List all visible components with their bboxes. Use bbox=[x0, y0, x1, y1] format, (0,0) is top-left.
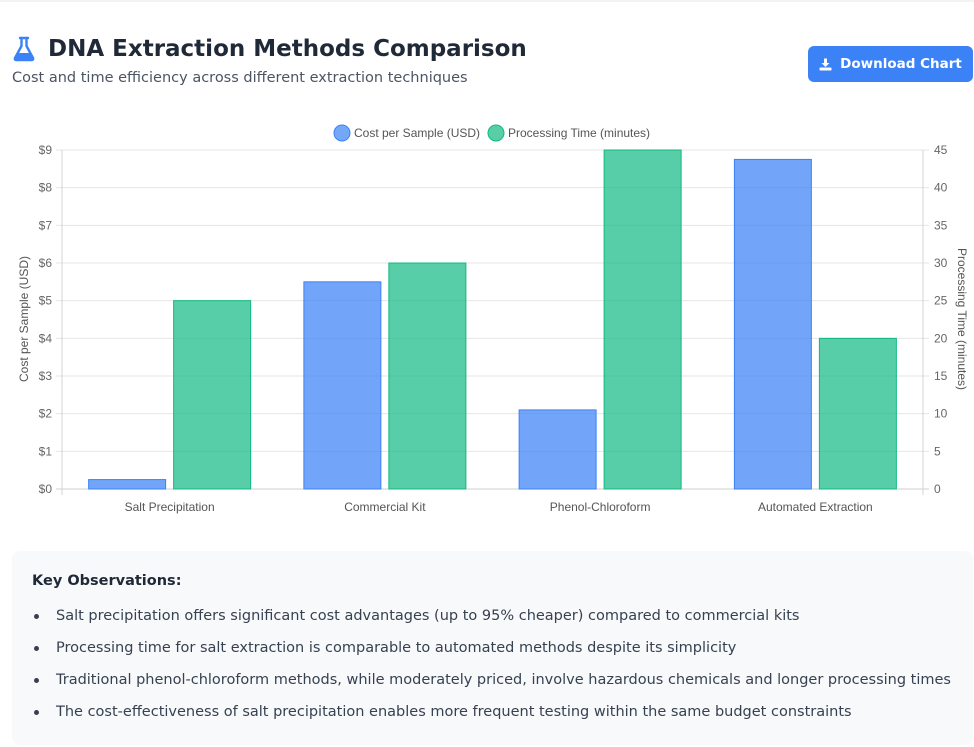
observation-text: Processing time for salt extraction is c… bbox=[56, 640, 737, 656]
download-chart-button[interactable]: Download Chart bbox=[808, 46, 973, 82]
legend-time-swatch[interactable] bbox=[487, 124, 505, 142]
y2-tick-label: 15 bbox=[934, 369, 948, 383]
bars bbox=[88, 149, 897, 490]
observation-item: Salt precipitation offers significant co… bbox=[32, 607, 953, 639]
x-tick-label: Phenol-Chloroform bbox=[550, 500, 651, 514]
y-tick-label: $8 bbox=[39, 181, 53, 195]
y2-tick-label: 25 bbox=[934, 294, 948, 308]
legend-cost-label[interactable]: Cost per Sample (USD) bbox=[354, 126, 480, 140]
y-tick-label: $6 bbox=[39, 256, 53, 270]
y-axis-title: Cost per Sample (USD) bbox=[17, 256, 31, 382]
y-tick-label: $0 bbox=[39, 482, 53, 496]
observations-title: Key Observations: bbox=[32, 573, 182, 589]
y-tick-label: $3 bbox=[39, 369, 53, 383]
time-bar[interactable] bbox=[173, 300, 252, 490]
cost-bar[interactable] bbox=[88, 479, 167, 490]
page-subtitle: Cost and time efficiency across differen… bbox=[12, 70, 468, 86]
y-tick-label: $5 bbox=[39, 294, 53, 308]
bullet bbox=[34, 678, 39, 683]
y2-axis-title: Processing Time (minutes) bbox=[955, 248, 969, 390]
x-tick-label: Salt Precipitation bbox=[125, 500, 215, 514]
y2-tick-label: 45 bbox=[934, 143, 948, 157]
y-tick-label: $1 bbox=[39, 444, 53, 458]
page-header: DNA Extraction Methods Comparison Cost a… bbox=[12, 36, 527, 86]
y2-tick-label: 10 bbox=[934, 407, 948, 421]
time-bar[interactable] bbox=[818, 337, 897, 490]
y2-tick-label: 35 bbox=[934, 218, 948, 232]
bullet bbox=[34, 646, 39, 651]
y-tick-label: $2 bbox=[39, 407, 53, 421]
observation-text: Salt precipitation offers significant co… bbox=[56, 608, 800, 624]
observations-list: Salt precipitation offers significant co… bbox=[32, 607, 953, 735]
cost-bar[interactable] bbox=[518, 409, 597, 490]
y-tick-label: $9 bbox=[39, 143, 53, 157]
y2-tick-label: 40 bbox=[934, 181, 948, 195]
bullet bbox=[34, 710, 39, 715]
key-observations-panel: Key Observations: Salt precipitation off… bbox=[12, 551, 973, 745]
download-chart-label: Download Chart bbox=[840, 56, 962, 72]
y2-tick-label: 20 bbox=[934, 331, 948, 345]
time-bar[interactable] bbox=[388, 262, 467, 490]
observation-text: Traditional phenol-chloroform methods, w… bbox=[56, 672, 951, 688]
y-tick-label: $4 bbox=[39, 331, 53, 345]
observation-item: Processing time for salt extraction is c… bbox=[32, 639, 953, 671]
title-row: DNA Extraction Methods Comparison bbox=[12, 36, 527, 62]
chart-legend[interactable]: Cost per Sample (USD) Processing Time (m… bbox=[333, 124, 650, 142]
cost-bar[interactable] bbox=[733, 158, 812, 490]
y2-tick-label: 0 bbox=[934, 482, 941, 496]
observation-item: The cost-effectiveness of salt precipita… bbox=[32, 703, 953, 735]
flask-icon bbox=[13, 36, 35, 62]
page-title: DNA Extraction Methods Comparison bbox=[48, 36, 527, 62]
y2-tick-label: 30 bbox=[934, 256, 948, 270]
x-tick-label: Automated Extraction bbox=[758, 500, 873, 514]
y2-tick-label: 5 bbox=[934, 444, 941, 458]
top-divider bbox=[0, 0, 974, 2]
x-tick-label: Commercial Kit bbox=[344, 500, 426, 514]
axes: $0 $1 $2 $3 $4 $5 $6 $7 $8 $9 0 5 10 15 20 25 30 35 40 45 Sa… bbox=[39, 143, 948, 514]
observation-item: Traditional phenol-chloroform methods, w… bbox=[32, 671, 953, 703]
legend-time-label[interactable]: Processing Time (minutes) bbox=[508, 126, 650, 140]
legend-cost-swatch[interactable] bbox=[333, 124, 351, 142]
cost-bar[interactable] bbox=[303, 281, 382, 490]
dual-axis-bar-chart: $0 $1 $2 $3 $4 $5 $6 $7 $8 $9 0 5 10 15 20 25 30 35 40 45 Sa… bbox=[17, 124, 969, 514]
observation-text: The cost-effectiveness of salt precipita… bbox=[56, 704, 852, 720]
y-tick-label: $7 bbox=[39, 218, 53, 232]
download-icon bbox=[819, 58, 832, 70]
time-bar[interactable] bbox=[603, 149, 682, 490]
bullet bbox=[34, 614, 39, 619]
